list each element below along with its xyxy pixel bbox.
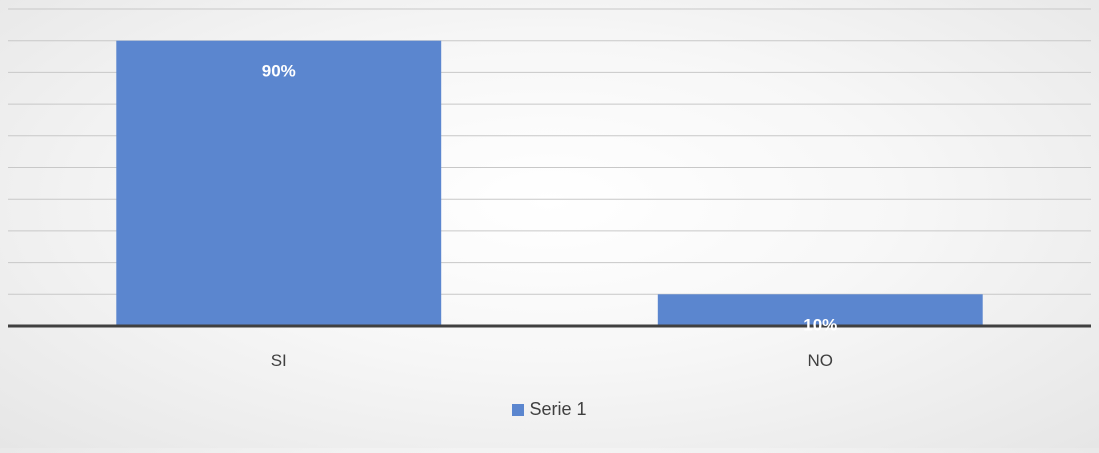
x-tick-label-no: NO (808, 351, 834, 370)
legend-label-serie-1: Serie 1 (529, 399, 587, 419)
legend-swatch-serie-1 (512, 403, 525, 416)
bar-si (116, 40, 442, 326)
data-label-no: 10% (803, 315, 837, 334)
data-labels: 90% 10% (262, 62, 838, 335)
data-label-si: 90% (262, 62, 296, 81)
x-tick-label-si: SI (271, 351, 287, 370)
bar-no (657, 294, 983, 326)
legend: Serie 1 (0, 399, 1099, 420)
bars (116, 40, 983, 326)
x-tick-labels: SI NO (271, 351, 833, 370)
